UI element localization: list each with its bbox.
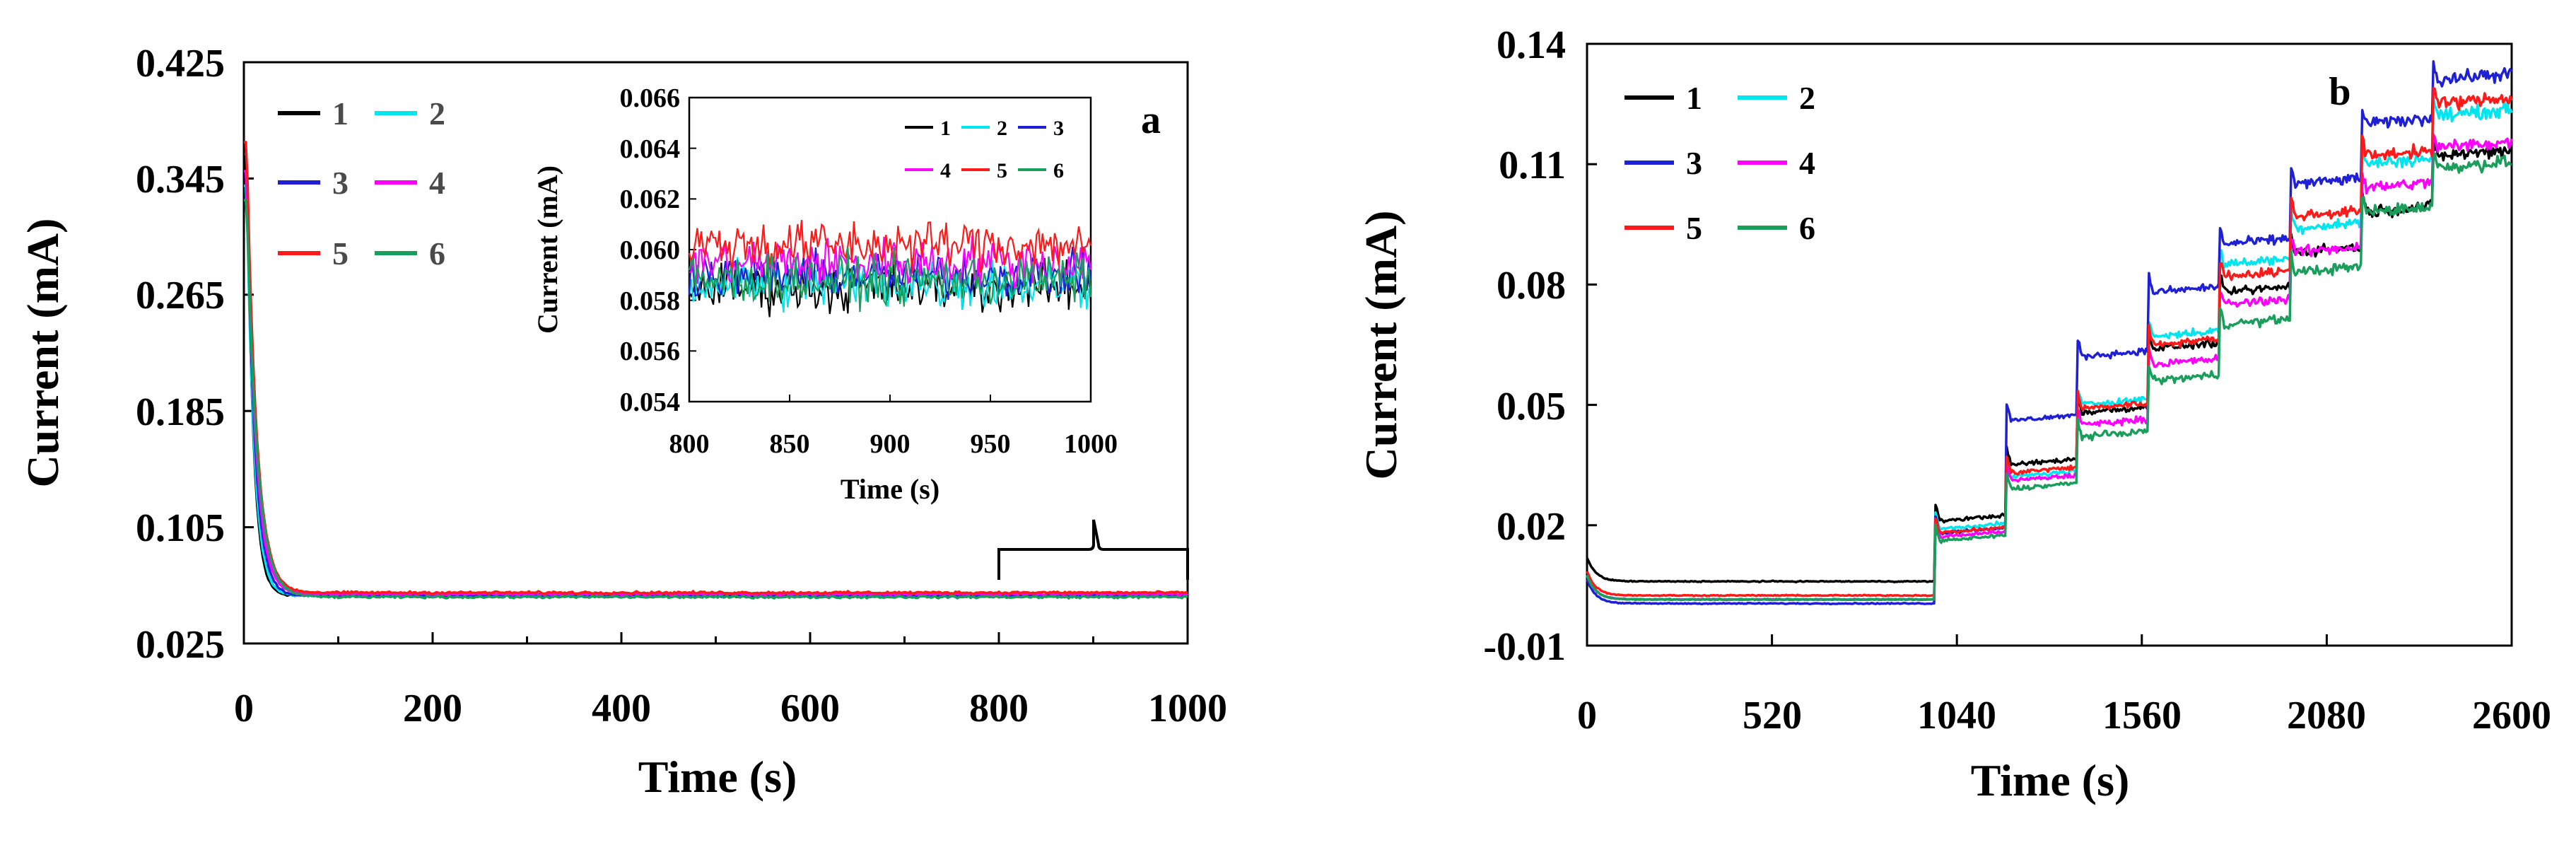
a-inset-legend-label-2: 2: [997, 117, 1007, 140]
series-group-b: [1586, 60, 2513, 606]
a-ytick-label: 0.345: [136, 158, 225, 202]
b-ytick-label: 0.05: [1497, 385, 1566, 429]
a-xtick-label: 800: [969, 687, 1029, 730]
a-inset: 0.066 0.064 0.062 0.060 0.058 0.056 0.05…: [532, 83, 1118, 505]
a-inset-series-line-5: [688, 219, 1092, 274]
a-inset-ytick-label: 0.064: [620, 134, 681, 164]
b-x-axis-title: Time (s): [1971, 755, 2130, 805]
a-panel-label: a: [1141, 98, 1161, 142]
b-series-line-5: [1586, 86, 2513, 598]
b-ytick-label: 0.14: [1497, 23, 1566, 67]
b-ytick-label: 0.02: [1497, 505, 1566, 549]
a-inset-legend-label-1: 1: [940, 117, 951, 140]
a-inset-legend-label-4: 4: [940, 159, 951, 182]
ticks-b: [1586, 42, 2513, 647]
b-legend-label-6: 6: [1799, 210, 1815, 246]
a-series-line-6: [244, 199, 1188, 600]
b-legend-label-3: 3: [1686, 145, 1702, 181]
b-xtick-label: 520: [1743, 694, 1802, 738]
a-legend-label-3: 3: [332, 165, 349, 201]
b-xtick-label: 1040: [1917, 694, 1996, 738]
a-xtick-label: 400: [592, 687, 651, 730]
a-legend-label-5: 5: [332, 235, 349, 272]
a-inset-ytick-label: 0.056: [620, 337, 681, 366]
a-inset-legend-label-6: 6: [1053, 159, 1064, 182]
a-inset-bracket: [997, 519, 1189, 580]
a-ytick-label: 0.025: [136, 623, 225, 667]
a-y-axis-title: Current (mA): [18, 218, 68, 488]
a-xtick-label: 1000: [1148, 687, 1227, 730]
b-y-axis-title: Current (mA): [1356, 211, 1406, 480]
b-legend-label-1: 1: [1686, 80, 1702, 116]
b-xtick-label: 2080: [2287, 694, 2366, 738]
a-inset-ytick-label: 0.058: [620, 286, 681, 316]
ticks-a: [242, 61, 1189, 645]
a-xtick-label: 0: [234, 687, 254, 730]
b-legend-label-4: 4: [1799, 145, 1815, 181]
a-legend-label-6: 6: [429, 235, 445, 272]
plot-area-b: [1586, 42, 2513, 647]
a-legend-label-2: 2: [429, 95, 445, 132]
a-inset-ytick-label: 0.060: [620, 235, 681, 265]
b-series-line-3: [1586, 60, 2513, 606]
a-ytick-label: 0.425: [136, 42, 225, 86]
b-legend-label-5: 5: [1686, 210, 1702, 246]
a-ytick-label: 0.185: [136, 390, 225, 434]
a-ytick-label: 0.105: [136, 506, 225, 550]
a-legend-label-1: 1: [332, 95, 349, 132]
a-x-axis-title: Time (s): [638, 752, 797, 802]
a-inset-xtick-label: 850: [770, 429, 810, 459]
series-group-a: [244, 141, 1189, 600]
a-xtick-label: 200: [403, 687, 462, 730]
a-inset-ticks: [689, 97, 1091, 402]
b-ytick-label: 0.11: [1499, 144, 1566, 187]
a-xtick-label: 600: [780, 687, 840, 730]
b-ytick-label: -0.01: [1483, 625, 1566, 669]
b-xtick-label: 1560: [2102, 694, 2182, 738]
a-inset-legend-label-3: 3: [1053, 117, 1064, 140]
b-series-line-6: [1586, 152, 2512, 602]
a-inset-x-axis-title: Time (s): [841, 473, 939, 505]
a-inset-xtick-label: 950: [971, 429, 1011, 459]
b-panel-label: b: [2329, 70, 2350, 114]
a-inset-ytick-label: 0.054: [620, 387, 681, 417]
a-inset-series-group: [688, 219, 1092, 317]
a-inset-y-axis-title: Current (mA): [532, 165, 563, 334]
a-series-line-5: [244, 141, 1188, 595]
a-inset-ytick-label: 0.066: [620, 83, 681, 113]
b-xtick-label: 0: [1577, 694, 1597, 738]
a-inset-xtick-label: 800: [669, 429, 710, 459]
a-legend-label-4: 4: [429, 165, 445, 201]
a-inset-xtick-label: 900: [870, 429, 911, 459]
a-inset-xtick-label: 1000: [1064, 429, 1118, 459]
b-legend-label-2: 2: [1799, 80, 1815, 116]
b-legend: 1 2 3 4 5 6: [1624, 80, 1815, 246]
a-inset-ytick-label: 0.062: [620, 185, 681, 214]
a-inset-series-line-6: [688, 247, 1092, 313]
a-inset-legend-label-5: 5: [997, 159, 1007, 182]
chart-panel-a: 0.425 0.345 0.265 0.185 0.105 0.025 0 20…: [18, 42, 1227, 802]
chart-panel-b: 0.14 0.11 0.08 0.05 0.02 -0.01 0 520 104…: [1356, 23, 2551, 805]
a-legend: 1 2 3 4 5 6: [278, 95, 445, 272]
b-xtick-label: 2600: [2472, 694, 2551, 738]
b-ytick-label: 0.08: [1497, 264, 1566, 308]
a-ytick-label: 0.265: [136, 274, 225, 317]
